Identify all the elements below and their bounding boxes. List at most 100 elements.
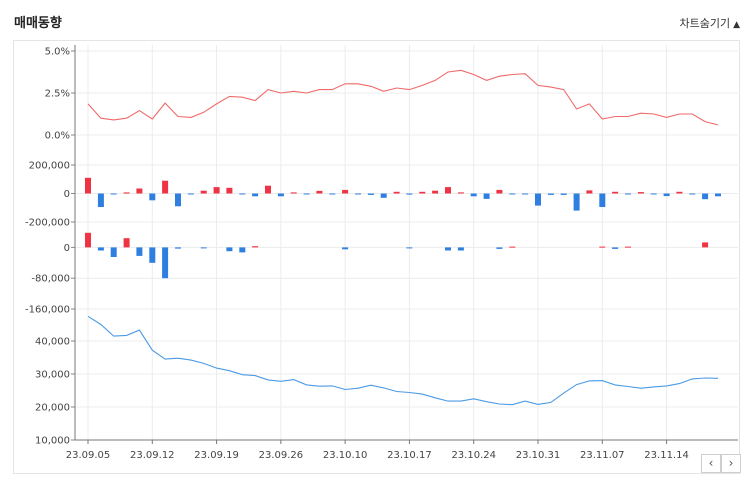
rate-series-line [87, 69, 719, 126]
chart-frame [13, 40, 740, 474]
bar [689, 193, 696, 195]
bar [290, 192, 297, 194]
chevron-left-icon: ‹ [708, 456, 714, 470]
y-tick-label: -200,000 [25, 218, 70, 229]
x-tick-label: 23.10.17 [387, 450, 432, 461]
bar [355, 193, 361, 195]
bar [123, 192, 130, 194]
bar [123, 238, 130, 248]
bar [483, 193, 490, 199]
bar [663, 193, 670, 197]
prev-button[interactable]: ‹ [701, 454, 721, 473]
bar [252, 246, 259, 248]
bar [702, 242, 709, 248]
bar [239, 193, 246, 195]
bar [715, 193, 721, 197]
chart-toggle-label: 차트숨기기 [679, 17, 731, 30]
bar [200, 247, 207, 249]
bar [342, 247, 349, 250]
bar [85, 177, 91, 194]
bar [676, 191, 683, 194]
bar [316, 190, 323, 194]
x-tick-label: 23.10.31 [516, 450, 561, 461]
x-tick-label: 23.10.24 [451, 450, 496, 461]
bar [226, 187, 233, 194]
bar [342, 189, 349, 194]
bar [702, 193, 709, 200]
bar [535, 193, 541, 206]
bar [136, 188, 143, 194]
x-tick-label: 23.11.14 [644, 450, 689, 461]
bar [97, 193, 104, 207]
bar [162, 180, 169, 194]
bar [393, 191, 400, 194]
price-series-line [87, 315, 719, 406]
y-tick-label: 10,000 [35, 436, 70, 447]
bar [175, 247, 181, 249]
y-tick-label: -80,000 [31, 274, 70, 285]
bar [136, 247, 143, 256]
bar [213, 187, 220, 194]
bar [496, 247, 503, 249]
bar [612, 247, 619, 249]
y-tick-label: 20,000 [35, 403, 70, 414]
bar [380, 193, 387, 198]
bar [457, 192, 464, 194]
bar [560, 193, 567, 195]
bar [625, 193, 631, 195]
y-tick-label: 40,000 [35, 337, 70, 348]
y-tick-label: 2.5% [45, 89, 70, 100]
x-tick-label: 23.09.05 [66, 450, 111, 461]
x-tick-label: 23.10.10 [323, 450, 368, 461]
bar [226, 247, 233, 252]
bar [625, 246, 631, 248]
y-tick-label: -160,000 [25, 305, 70, 316]
bar [252, 193, 259, 197]
bar [612, 191, 619, 194]
bar [406, 193, 413, 195]
x-tick-label: 23.11.07 [580, 450, 625, 461]
bar [265, 185, 271, 194]
bar [149, 247, 156, 263]
bar [162, 247, 169, 279]
page-title: 매매동향 [14, 16, 62, 31]
bar [573, 193, 580, 211]
bar [432, 190, 439, 194]
bar [277, 193, 284, 197]
bar [637, 192, 644, 194]
bar [509, 246, 516, 248]
bar [445, 187, 451, 194]
bar [110, 193, 117, 195]
triangle-up-icon: ▲ [733, 20, 740, 30]
bar [149, 193, 156, 201]
bar [329, 193, 336, 195]
y-tick-label: 0 [64, 189, 70, 200]
chart-toggle-button[interactable]: 차트숨기기 ▲ [679, 15, 740, 31]
y-tick-label: 0 [64, 243, 70, 254]
y-tick-label: 5.0% [45, 47, 70, 58]
bar [110, 247, 117, 257]
bar [599, 193, 606, 207]
y-tick-label: 200,000 [29, 161, 70, 172]
bar [496, 189, 503, 194]
bar [85, 232, 91, 248]
y-tick-label: 30,000 [35, 370, 70, 381]
bar [175, 193, 181, 207]
bar [239, 247, 246, 253]
bar [97, 247, 104, 251]
bar [509, 193, 516, 195]
bar [522, 193, 529, 195]
bar [599, 246, 606, 248]
bar [200, 190, 207, 194]
bar [445, 247, 451, 251]
next-button[interactable]: › [721, 454, 741, 473]
bar [470, 193, 477, 197]
bar [406, 247, 413, 249]
chevron-right-icon: › [728, 456, 734, 470]
bar [650, 193, 657, 195]
bar [303, 193, 310, 195]
bar [586, 190, 593, 194]
bar [187, 193, 194, 195]
x-tick-label: 23.09.26 [259, 450, 304, 461]
